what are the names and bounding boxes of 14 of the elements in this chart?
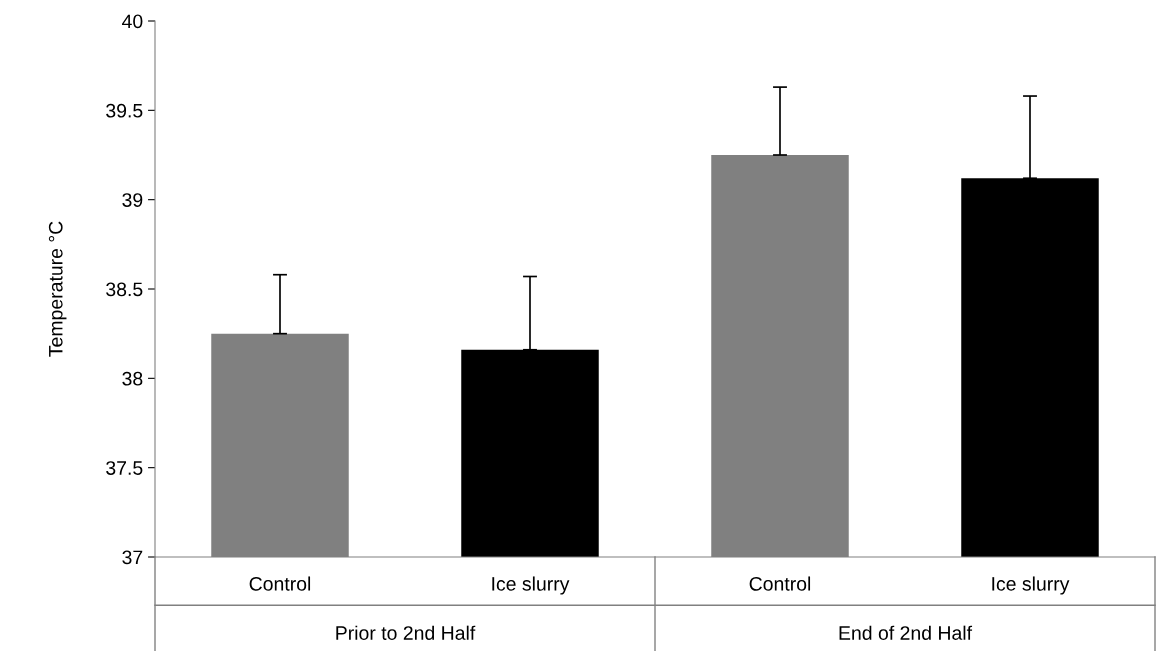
y-tick-label: 38 (122, 371, 143, 386)
x-tick-label: Ice slurry (492, 576, 570, 595)
y-tick-label: 37 (122, 550, 143, 565)
y-tick-label: 37.5 (106, 461, 143, 475)
x-tick-label: Control (749, 576, 811, 591)
y-tick-label: 38.5 (106, 282, 143, 297)
x-tick-label: Control (249, 576, 311, 591)
y-tick-label: 40 (122, 14, 143, 29)
y-axis-title: Temperature °C (48, 221, 67, 357)
text: Prior to 2nd Half (336, 625, 476, 640)
y-tick-label: 39.5 (106, 103, 143, 118)
x-tick-label: Ice slurry (992, 576, 1070, 595)
y-tick-label: 39 (122, 193, 143, 207)
text: End of 2nd Half (839, 625, 973, 640)
